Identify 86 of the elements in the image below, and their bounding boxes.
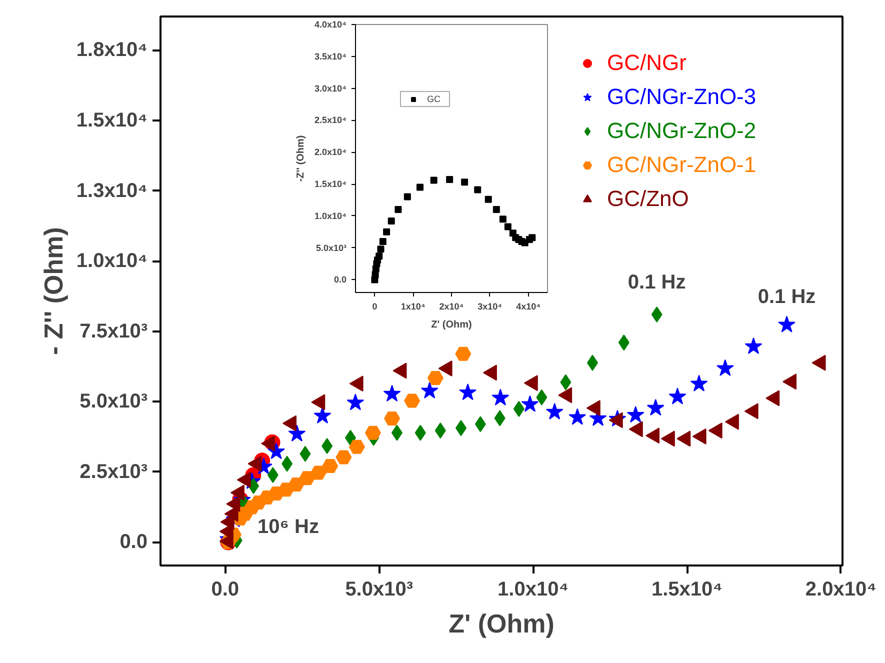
y-tick-label: 0.0 [120,531,148,554]
legend-label: GC/NGr [607,50,686,76]
point [546,402,564,420]
point [364,426,381,440]
point [461,178,468,186]
point [394,206,402,214]
y-tick-label: 5.0x10³ [80,390,148,413]
point [459,383,476,400]
point [492,206,500,214]
point [646,398,664,416]
point [388,218,395,225]
annotation: 0.1 Hz [758,286,816,308]
point [322,458,338,473]
point [268,442,285,460]
point [420,382,438,398]
y-tick-label: 3.0x10⁴ [314,83,347,94]
point [716,359,734,376]
point [626,406,644,423]
point [376,252,383,260]
y-tick-label: 5.0x10³ [316,242,347,253]
point [383,384,401,402]
y-tick-label: 1.5x10⁴ [76,110,148,132]
point [404,193,411,200]
point [310,466,326,480]
y-tick-label: 1.0x10⁴ [76,250,148,272]
point [778,316,796,332]
point [299,471,316,486]
point [492,388,510,406]
point [528,234,536,242]
annotation: 10⁶ Hz [258,516,319,538]
y-tick-label: 2.0x10⁴ [314,147,347,158]
annotation: 0.1 Hz [628,271,686,294]
y-axis-title: -Z'' (Ohm) [296,135,307,182]
y-tick-label: 4.0x10⁴ [314,20,347,30]
point [484,196,492,203]
x-tick-label: 1.5x10⁴ [651,578,723,600]
point [404,394,420,408]
point [383,228,390,236]
point [446,176,454,184]
point [346,394,364,410]
legend-label: GC/NGr-ZnO-3 [607,84,756,110]
y-tick-label: 2.5x10³ [80,460,148,483]
y-axis-title: - Z'' (Ohm) [38,227,68,355]
point [288,478,304,492]
y-tick-label: 7.5x10³ [80,320,148,342]
legend-label: GC [427,94,442,104]
x-tick-label: 0.0 [211,578,240,600]
y-tick-label: 1.3x10⁴ [76,180,148,202]
x-tick-label: 1x10⁴ [400,302,426,312]
point [336,450,352,464]
legend-label: GC/NGr-ZnO-1 [607,152,756,178]
point [379,238,386,245]
x-tick-label: 2.0x10⁴ [805,578,877,600]
point [690,374,708,392]
point [288,424,306,442]
point [474,186,482,194]
y-tick-label: 0.0 [334,274,347,285]
legend-label: GC/ZnO [607,186,689,212]
x-tick-label: 3x10⁴ [478,302,502,312]
y-tick-label: 2.5x10⁴ [314,115,347,126]
x-tick-label: 5.0x10³ [345,578,414,600]
point [668,388,686,404]
x-tick-label: 0 [372,302,378,312]
point [504,223,512,230]
legend-label: GC/NGr-ZnO-2 [607,118,756,144]
y-tick-label: 1.0x10⁴ [314,210,347,221]
point [744,337,762,354]
point [377,246,384,253]
x-tick-label: 2x10⁴ [439,302,464,312]
point [430,176,438,184]
point [314,406,332,424]
x-axis-title: Z' (Ohm) [448,608,554,638]
y-tick-label: 1.8x10⁴ [76,39,148,62]
y-tick-label: 3.5x10⁴ [314,51,347,62]
point [348,440,365,454]
y-tick-label: 1.5x10⁴ [314,179,347,190]
point [568,408,586,425]
point [384,411,400,426]
x-axis-title: Z' (Ohm) [431,320,472,330]
point [455,346,472,361]
point [499,216,506,223]
x-tick-label: 1.0x10⁴ [498,578,569,600]
point [416,184,424,191]
point [427,371,444,385]
point [521,395,539,412]
x-tick-label: 4x10⁴ [516,302,541,312]
